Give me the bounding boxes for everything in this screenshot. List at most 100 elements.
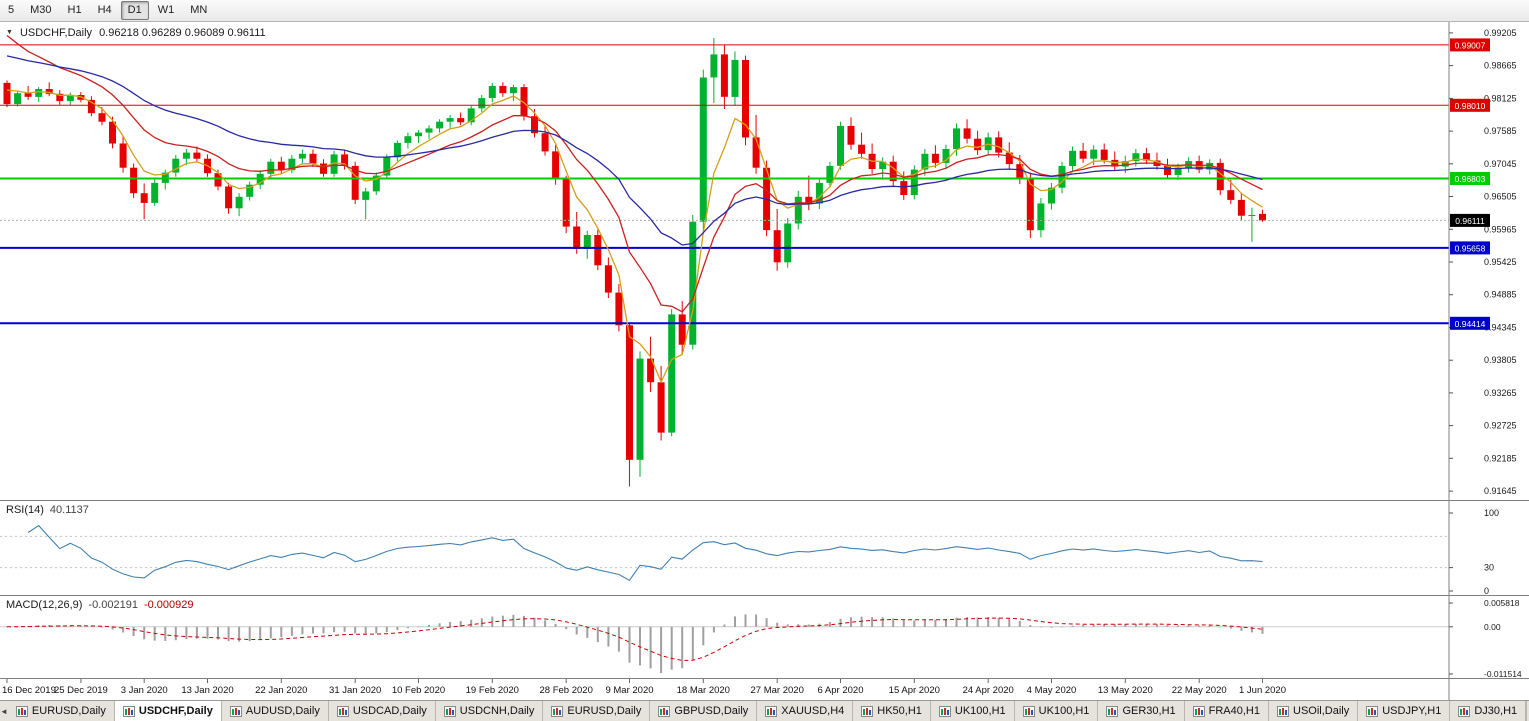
tab-label: USDCNH,Daily — [459, 705, 535, 717]
chart-tab-USDCNH-Daily[interactable]: USDCNH,Daily — [436, 701, 544, 721]
date-label: 22 May 2020 — [1172, 685, 1227, 696]
level-price-badge — [1450, 38, 1490, 52]
chart-tab-USDCAD-Daily[interactable]: USDCAD,Daily — [329, 701, 436, 721]
date-label: 6 Apr 2020 — [818, 685, 864, 696]
date-label: 13 Jan 2020 — [181, 685, 233, 696]
chart-title: ▼ USDCHF,Daily 0.96218 0.96289 0.96089 0… — [6, 27, 266, 39]
main-chart-panel: 0.99205 0.98665 0.98125 0.97585 0.97045 0.965… — [0, 22, 1529, 500]
chart-tab-XAUUSD-H4[interactable]: XAUUSD,H4 — [757, 701, 854, 721]
mini-chart-icon — [1022, 705, 1035, 717]
chart-tab-USDJPY-H1[interactable]: USDJPY,H1 — [1358, 701, 1451, 721]
price-tick-label: 0.99205 — [1484, 28, 1517, 38]
macd-panel: 0.005818 0.00 -0.011514 MACD(12,26,9) -0.0… — [0, 595, 1529, 678]
date-label: 3 Jan 2020 — [121, 685, 168, 696]
date-label: 24 Apr 2020 — [963, 685, 1014, 696]
date-label: 4 May 2020 — [1027, 685, 1077, 696]
price-tick-label: 0.96505 — [1484, 192, 1517, 202]
rsi-value: 40.1137 — [49, 504, 89, 516]
date-label: 25 Dec 2019 — [54, 685, 108, 696]
timeframe-button-H1[interactable]: H1 — [67, 4, 82, 16]
tab-label: AUDUSD,Daily — [245, 705, 320, 717]
price-tick-label: 0.93265 — [1484, 388, 1517, 398]
macd-panel-canvas[interactable]: 0.005818 0.00 -0.011514 — [0, 595, 1529, 678]
price-tick-label: 0.98665 — [1484, 61, 1517, 71]
rsi-tick-label: 0 — [1484, 586, 1489, 595]
chart-tab-EURUSD-Daily[interactable]: EURUSD,Daily — [543, 701, 651, 721]
date-label: 16 Dec 2019 — [2, 685, 56, 696]
price-tick-label: 0.94345 — [1484, 322, 1517, 332]
level-price-badge-text: 0.94414 — [1455, 319, 1486, 329]
chart-tab-DJ30-H1[interactable]: DJ30,H1 — [1450, 701, 1527, 721]
tab-label: DJ30,H1 — [1474, 705, 1518, 717]
date-label: 27 Mar 2020 — [751, 685, 804, 696]
timeframe-button-D1[interactable]: D1 — [120, 1, 149, 20]
chart-tab-EURUSD-Daily[interactable]: EURUSD,Daily — [8, 701, 115, 721]
rsi-panel-canvas[interactable]: 100 30 0 — [0, 500, 1529, 595]
level-price-badge-text: 0.98010 — [1455, 101, 1486, 111]
tabbar-scroll-left-icon[interactable]: ◄ — [0, 706, 8, 716]
timeframe-button-M30[interactable]: M30 — [30, 4, 52, 16]
chart-tab-FRA40-H1[interactable]: FRA40,H1 — [1185, 701, 1269, 721]
level-price-badge-text: 0.96803 — [1455, 174, 1486, 184]
tab-label: EURUSD,Daily — [31, 705, 106, 717]
timeframe-toolbar: 5 M30 H1 H4 D1 W1 MN — [0, 0, 1529, 22]
date-label: 22 Jan 2020 — [255, 685, 307, 696]
mini-chart-icon — [1366, 705, 1379, 717]
rsi-tick-label: 30 — [1484, 563, 1494, 573]
tab-label: GER30,H1 — [1122, 705, 1176, 717]
chart-tab-AUDUSD-Daily[interactable]: AUDUSD,Daily — [222, 701, 329, 721]
level-price-badge — [1450, 172, 1490, 185]
price-tick-label: 0.91645 — [1484, 486, 1517, 496]
macd-name: MACD(12,26,9) — [6, 599, 83, 611]
mini-chart-icon — [15, 705, 28, 717]
timeframe-button-H4[interactable]: H4 — [97, 4, 112, 16]
price-chart-canvas[interactable]: 0.99205 0.98665 0.98125 0.97585 0.97045 0.965… — [0, 22, 1529, 500]
level-price-badge-text: 0.95658 — [1455, 243, 1486, 253]
mini-chart-icon — [229, 705, 242, 717]
level-price-badge — [1450, 316, 1490, 330]
chart-tab-GBPUSD-Daily[interactable]: GBPUSD,Daily — [650, 701, 758, 721]
chart-tab-USDCHF-Daily[interactable]: USDCHF,Daily — [114, 701, 222, 721]
mini-chart-icon — [1458, 705, 1471, 717]
macd-label: MACD(12,26,9) -0.002191 -0.000929 — [6, 599, 194, 611]
rsi-name: RSI(14) — [6, 504, 44, 516]
current-price-badge — [1450, 213, 1490, 227]
date-label: 10 Feb 2020 — [392, 685, 445, 696]
tab-label: EURUSD,Daily — [567, 705, 642, 717]
mini-chart-icon — [658, 705, 671, 717]
timeframe-button-MN[interactable]: MN — [190, 4, 208, 16]
tab-label: UK100,H1 — [1038, 705, 1090, 717]
candlestick-series — [3, 38, 1266, 487]
chart-tab-GER30-H1[interactable]: GER30,H1 — [1098, 701, 1185, 721]
mini-chart-icon — [765, 705, 778, 717]
price-tick-label: 0.97585 — [1484, 126, 1517, 136]
macd-tick-label: 0.00 — [1484, 622, 1501, 632]
chart-tab-USOil-Daily[interactable]: USOil,Daily — [1269, 701, 1359, 721]
timeframe-button-W1[interactable]: W1 — [157, 4, 175, 16]
tab-label: HK50,H1 — [877, 705, 922, 717]
mini-chart-icon — [861, 705, 874, 717]
price-tick-label: 0.92185 — [1484, 453, 1517, 463]
price-tick-label: 0.95425 — [1484, 257, 1517, 267]
mini-chart-icon — [938, 705, 951, 717]
tab-label: USDJPY,H1 — [1382, 705, 1442, 717]
moving-average-line-30 — [6, 55, 1263, 246]
mini-chart-icon — [1192, 705, 1205, 717]
macd-signal-value: -0.000929 — [143, 599, 194, 611]
chart-tab-UK100-H1[interactable]: UK100,H1 — [1015, 701, 1099, 721]
chart-tab-UK100-H1[interactable]: UK100,H1 — [931, 701, 1015, 721]
chart-ohlc-values: 0.96218 0.96289 0.96089 0.96111 — [99, 27, 266, 39]
price-tick-label: 0.95965 — [1484, 224, 1517, 234]
price-tick-label: 0.97045 — [1484, 159, 1517, 169]
level-price-badge-text: 0.99007 — [1455, 40, 1486, 50]
current-price-badge-text: 0.96111 — [1455, 216, 1485, 226]
mini-chart-icon — [551, 705, 564, 717]
date-label: 13 May 2020 — [1098, 685, 1153, 696]
collapse-chart-icon[interactable]: ▼ — [6, 29, 13, 36]
chart-tab-HK50-H1[interactable]: HK50,H1 — [853, 701, 931, 721]
rsi-panel: 100 30 0 RSI(14) 40.1137 — [0, 500, 1529, 595]
timeframe-button-5[interactable]: 5 — [8, 4, 15, 16]
macd-main-value: -0.002191 — [88, 599, 138, 611]
